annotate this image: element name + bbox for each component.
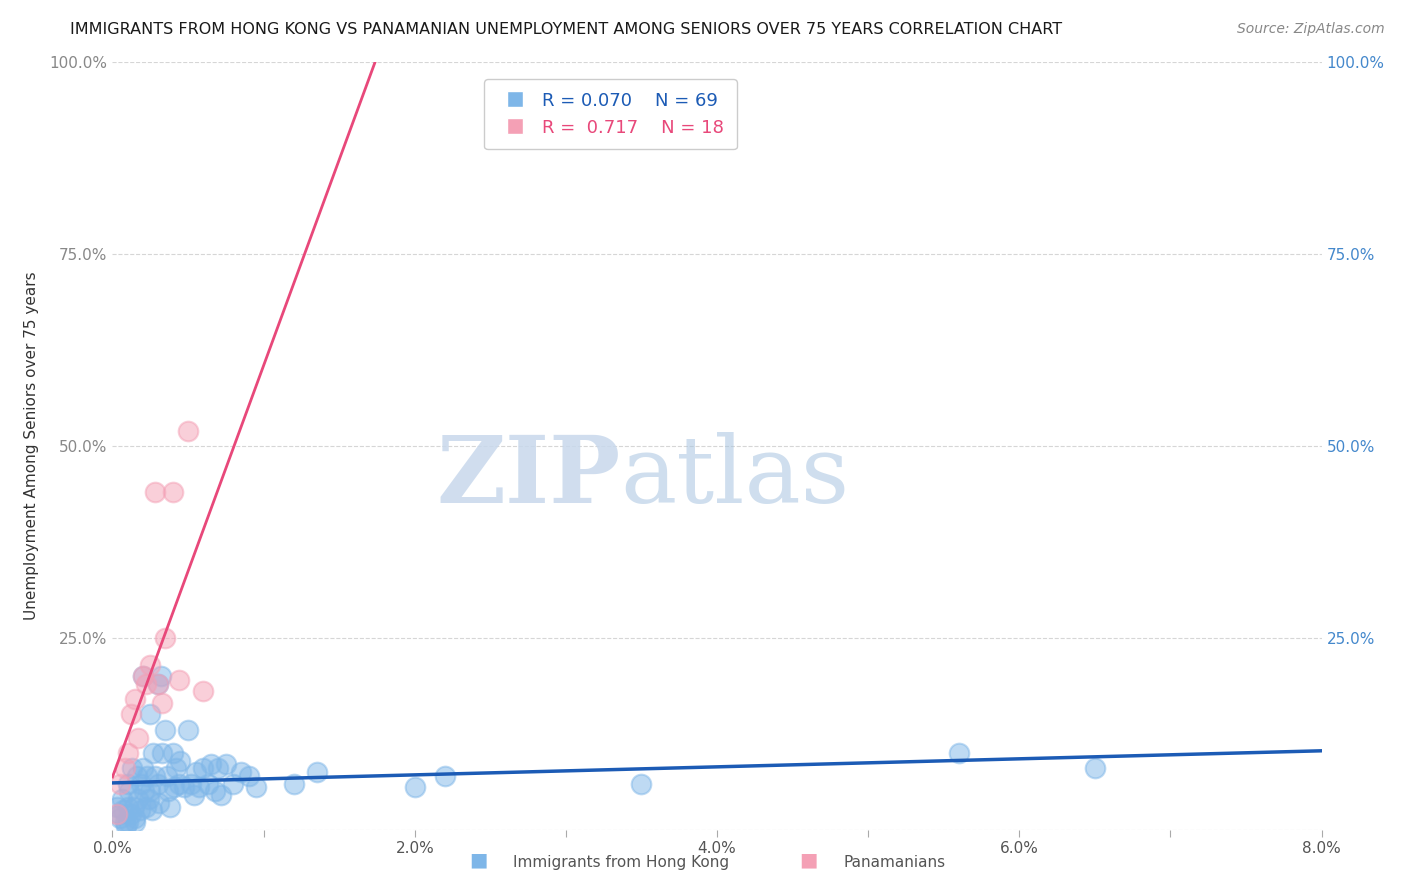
Point (117, 799, 139, 814)
Point (138, 792, 160, 806)
Text: ZIP: ZIP (436, 432, 620, 522)
Point (128, 804, 150, 818)
Point (105, 807, 128, 822)
Point (127, 792, 149, 806)
Point (167, 776, 190, 790)
Point (125, 769, 148, 783)
Point (167, 673, 190, 687)
Point (200, 757, 222, 772)
Text: Immigrants from Hong Kong: Immigrants from Hong Kong (513, 855, 730, 870)
Point (134, 784, 156, 798)
Point (117, 776, 139, 790)
Point (141, 804, 163, 818)
Point (173, 780, 195, 795)
Point (948, 746, 970, 760)
Text: Source: ZipAtlas.com: Source: ZipAtlas.com (1237, 22, 1385, 37)
Point (283, 776, 305, 790)
Point (124, 814, 146, 829)
Point (120, 707, 142, 722)
Point (117, 814, 139, 829)
Point (118, 784, 141, 798)
Point (143, 485, 166, 500)
Point (149, 669, 172, 683)
Point (146, 677, 169, 691)
Point (132, 669, 155, 683)
Point (209, 788, 232, 802)
Legend: R = 0.070    N = 69, R =  0.717    N = 18: R = 0.070 N = 69, R = 0.717 N = 18 (484, 79, 737, 150)
Point (107, 807, 129, 822)
Point (229, 765, 252, 780)
Point (146, 677, 169, 691)
Point (305, 765, 328, 780)
Point (112, 804, 135, 818)
Text: ■: ■ (468, 851, 488, 870)
Point (150, 746, 173, 760)
Point (117, 746, 139, 760)
Point (129, 776, 152, 790)
Point (630, 776, 652, 790)
Point (180, 776, 202, 790)
Text: IMMIGRANTS FROM HONG KONG VS PANAMANIAN UNEMPLOYMENT AMONG SENIORS OVER 75 YEARS: IMMIGRANTS FROM HONG KONG VS PANAMANIAN … (70, 22, 1063, 37)
Point (114, 814, 136, 829)
Point (169, 754, 191, 768)
Point (191, 684, 215, 698)
Point (139, 784, 162, 798)
Point (162, 746, 184, 760)
Point (204, 784, 226, 798)
Point (150, 696, 173, 710)
Point (165, 761, 187, 775)
Point (135, 799, 157, 814)
Point (187, 780, 209, 795)
Point (238, 769, 260, 783)
Point (177, 723, 200, 737)
Text: ■: ■ (799, 851, 818, 870)
Point (222, 776, 245, 790)
Point (124, 811, 146, 825)
Point (142, 746, 165, 760)
Point (162, 485, 184, 500)
Point (132, 669, 155, 683)
Point (155, 723, 177, 737)
Point (114, 761, 136, 775)
Point (132, 761, 155, 775)
Point (207, 761, 229, 775)
Point (124, 692, 146, 706)
Point (146, 776, 169, 790)
Point (148, 796, 170, 810)
Point (156, 769, 179, 783)
Point (183, 788, 205, 802)
Point (245, 780, 267, 795)
Point (163, 780, 186, 795)
Point (191, 761, 215, 775)
Point (136, 769, 159, 783)
Point (139, 657, 162, 672)
Point (122, 799, 145, 814)
Point (120, 807, 142, 822)
Y-axis label: Unemployment Among Seniors over 75 years: Unemployment Among Seniors over 75 years (24, 272, 38, 620)
Point (184, 765, 207, 780)
Point (404, 780, 426, 795)
Point (1084, 761, 1107, 775)
Point (121, 761, 143, 775)
Point (433, 769, 456, 783)
Point (159, 799, 181, 814)
Text: Panamanians: Panamanians (844, 855, 946, 870)
Point (215, 757, 238, 772)
Point (135, 677, 157, 691)
Point (108, 811, 131, 825)
Text: atlas: atlas (620, 432, 849, 522)
Point (105, 799, 128, 814)
Point (155, 631, 177, 645)
Point (115, 819, 138, 833)
Point (110, 792, 132, 806)
Point (139, 707, 162, 722)
Point (108, 776, 131, 790)
Point (177, 424, 200, 438)
Point (127, 731, 149, 745)
Point (157, 784, 180, 798)
Point (143, 769, 166, 783)
Point (197, 776, 219, 790)
